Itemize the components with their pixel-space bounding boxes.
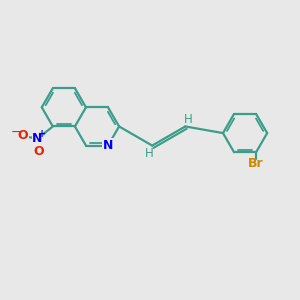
Text: N: N xyxy=(103,139,113,152)
Text: O: O xyxy=(17,129,28,142)
Text: +: + xyxy=(38,129,46,139)
Text: N: N xyxy=(32,132,43,145)
Text: −: − xyxy=(11,126,22,139)
Text: O: O xyxy=(34,145,44,158)
Text: Br: Br xyxy=(248,158,264,170)
Text: H: H xyxy=(145,147,154,160)
Text: H: H xyxy=(184,112,193,126)
